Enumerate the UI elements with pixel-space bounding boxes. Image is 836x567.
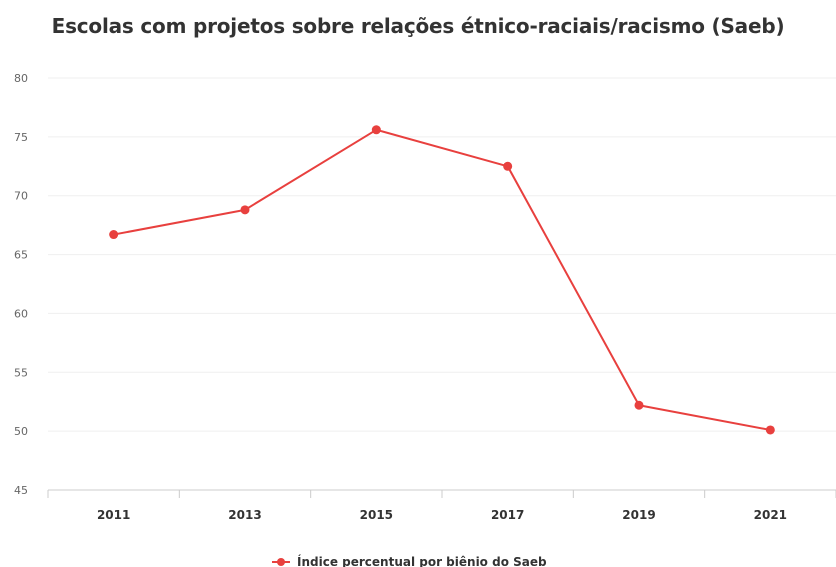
- x-tick-label: 2011: [97, 508, 130, 522]
- y-tick-label: 70: [14, 190, 28, 203]
- y-tick-label: 75: [14, 131, 28, 144]
- data-point[interactable]: [765, 425, 775, 435]
- x-tick-label: 2013: [228, 508, 261, 522]
- x-axis: 2011 2013 2015 2017 2019 2021: [47, 489, 836, 522]
- y-tick-label: 60: [14, 307, 28, 320]
- data-point[interactable]: [634, 400, 644, 410]
- x-tick-label: 2021: [754, 508, 787, 522]
- x-tick-label: 2017: [491, 508, 524, 522]
- y-tick-label: 45: [14, 484, 28, 497]
- data-point[interactable]: [109, 230, 119, 240]
- series-line: [113, 128, 771, 431]
- x-tick-label: 2019: [622, 508, 655, 522]
- data-point[interactable]: [371, 125, 381, 135]
- grid-lines: [48, 77, 836, 491]
- data-point[interactable]: [503, 161, 513, 171]
- y-axis-ticks: 80 75 70 65 60 55 50 45: [14, 72, 28, 497]
- legend-label: Índice percentual por biênio do Saeb: [297, 554, 547, 567]
- y-tick-label: 80: [14, 72, 28, 85]
- y-tick-label: 65: [14, 249, 28, 262]
- y-tick-label: 55: [14, 366, 28, 379]
- y-tick-label: 50: [14, 425, 28, 438]
- legend-point-marker: [277, 558, 285, 566]
- data-point[interactable]: [240, 205, 250, 215]
- legend[interactable]: Índice percentual por biênio do Saeb: [272, 554, 547, 567]
- series-layer: [109, 125, 775, 435]
- x-tick-label: 2015: [360, 508, 393, 522]
- chart-title: Escolas com projetos sobre relações étni…: [51, 14, 785, 38]
